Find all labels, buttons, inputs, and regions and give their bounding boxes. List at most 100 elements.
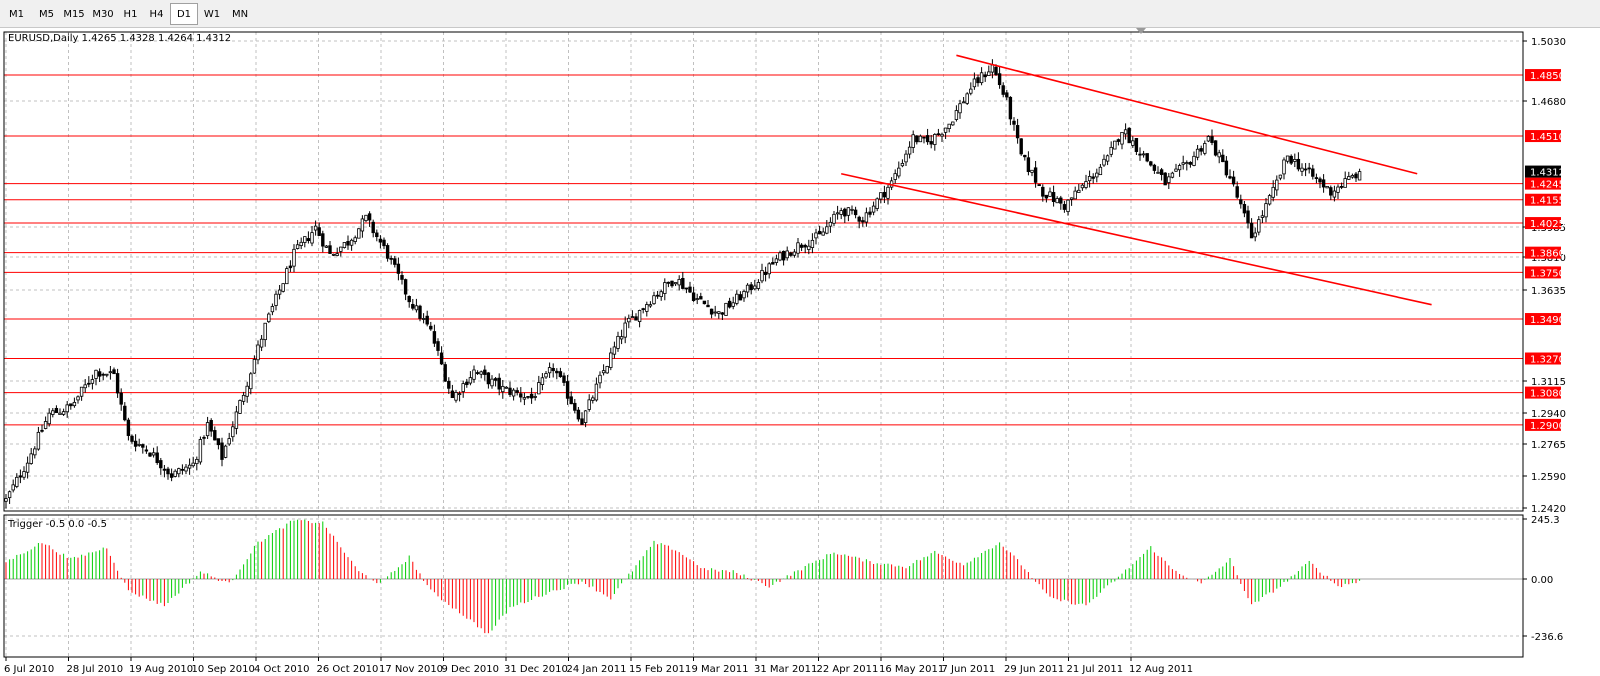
candle-body xyxy=(1321,179,1326,188)
candle-body xyxy=(558,371,563,378)
timeframe-toolbar: M1 M5 M15 M30 H1 H4 D1 W1 MN xyxy=(0,0,1600,28)
candle xyxy=(389,255,393,265)
candle-body xyxy=(1033,167,1038,183)
timeframe-button-h4[interactable]: H4 xyxy=(149,9,164,20)
candle-body xyxy=(1123,129,1128,135)
candle xyxy=(450,384,455,399)
candle-body xyxy=(1195,148,1200,158)
candle xyxy=(533,393,537,401)
candle-body xyxy=(796,242,800,254)
candle xyxy=(385,243,390,262)
candle-body xyxy=(727,300,732,308)
candle xyxy=(1314,173,1319,184)
level-price-tag xyxy=(1525,69,1561,82)
candle-body xyxy=(1105,155,1110,162)
candle xyxy=(1102,154,1106,167)
candle xyxy=(1336,184,1340,199)
channel-line[interactable] xyxy=(956,54,1418,175)
candle-body xyxy=(882,191,887,198)
chart-shift-marker[interactable] xyxy=(1136,28,1146,34)
candle-body xyxy=(1023,154,1027,158)
candle-body xyxy=(691,292,696,301)
candle xyxy=(11,479,15,493)
candle xyxy=(594,377,599,402)
candle xyxy=(1077,183,1081,193)
candle xyxy=(1271,180,1275,202)
candle xyxy=(475,370,480,375)
candle xyxy=(51,408,55,418)
timeframe-button-m30[interactable]: M30 xyxy=(92,9,114,20)
candle-body xyxy=(868,211,872,215)
candle-body xyxy=(393,258,397,265)
candle-body xyxy=(1293,159,1297,162)
candle xyxy=(1242,200,1247,218)
candle xyxy=(965,92,969,105)
candle-body xyxy=(443,364,447,382)
y-tick-label: 1.4680 xyxy=(1531,97,1566,108)
channel-line[interactable] xyxy=(841,172,1432,306)
candle-body xyxy=(706,304,710,308)
timeframe-button-d1[interactable]: D1 xyxy=(170,3,198,25)
candle xyxy=(497,373,501,396)
candle xyxy=(893,169,897,184)
timeframe-button-mn[interactable]: MN xyxy=(231,9,249,20)
candle-body xyxy=(321,233,325,247)
candle-body xyxy=(670,280,674,287)
candle-body xyxy=(328,245,332,254)
candle-body xyxy=(709,308,714,315)
timeframe-button-m5[interactable]: M5 xyxy=(39,9,54,20)
candle-body xyxy=(1199,148,1203,152)
candle-body xyxy=(245,385,249,397)
y-tick-label: 1.2420 xyxy=(1531,504,1566,515)
candle xyxy=(1293,153,1297,168)
candle xyxy=(94,369,98,386)
candle-body xyxy=(151,452,156,456)
candle xyxy=(1044,194,1049,203)
candle-body xyxy=(461,383,465,392)
candle xyxy=(900,159,905,168)
candle-body xyxy=(1239,199,1243,205)
y-tick-label: 1.3115 xyxy=(1531,377,1566,388)
candle xyxy=(65,401,69,418)
candle-body xyxy=(673,282,678,285)
candle xyxy=(123,402,127,422)
candle-body xyxy=(1307,167,1311,170)
candle-body xyxy=(447,380,451,389)
candle-body xyxy=(1188,161,1193,165)
candle xyxy=(1138,147,1142,161)
candle-body xyxy=(511,389,516,397)
osc-plot-border xyxy=(3,514,1524,658)
candle-body xyxy=(623,322,627,338)
x-tick-label: 24 Jan 2011 xyxy=(567,664,627,675)
candle xyxy=(227,432,231,446)
candle xyxy=(1149,160,1153,167)
x-tick-label: 9 Dec 2010 xyxy=(442,664,500,675)
candle xyxy=(558,367,563,378)
candle xyxy=(1095,168,1099,183)
timeframe-button-h1[interactable]: H1 xyxy=(123,9,138,20)
candle-body xyxy=(1077,189,1081,193)
x-tick-label: 26 Oct 2010 xyxy=(317,664,379,675)
candle xyxy=(879,192,883,204)
candle-body xyxy=(933,134,937,145)
candle-body xyxy=(756,282,761,289)
candle xyxy=(947,123,951,133)
candle xyxy=(76,395,80,404)
candle xyxy=(1199,145,1203,156)
candle-body xyxy=(1267,195,1272,205)
candle xyxy=(1037,184,1041,186)
candle xyxy=(1257,216,1261,236)
candle xyxy=(911,130,915,154)
candle xyxy=(155,446,159,465)
candle-body xyxy=(648,304,653,307)
candle-body xyxy=(659,291,663,298)
candle xyxy=(47,408,51,427)
candle xyxy=(1008,96,1013,126)
candle xyxy=(684,287,689,294)
timeframe-button-m15[interactable]: M15 xyxy=(63,9,85,20)
candle-body xyxy=(850,208,854,211)
timeframe-button-w1[interactable]: W1 xyxy=(203,9,221,20)
timeframe-button-m1[interactable]: M1 xyxy=(9,9,24,20)
candle xyxy=(958,99,962,119)
candle xyxy=(245,381,249,403)
